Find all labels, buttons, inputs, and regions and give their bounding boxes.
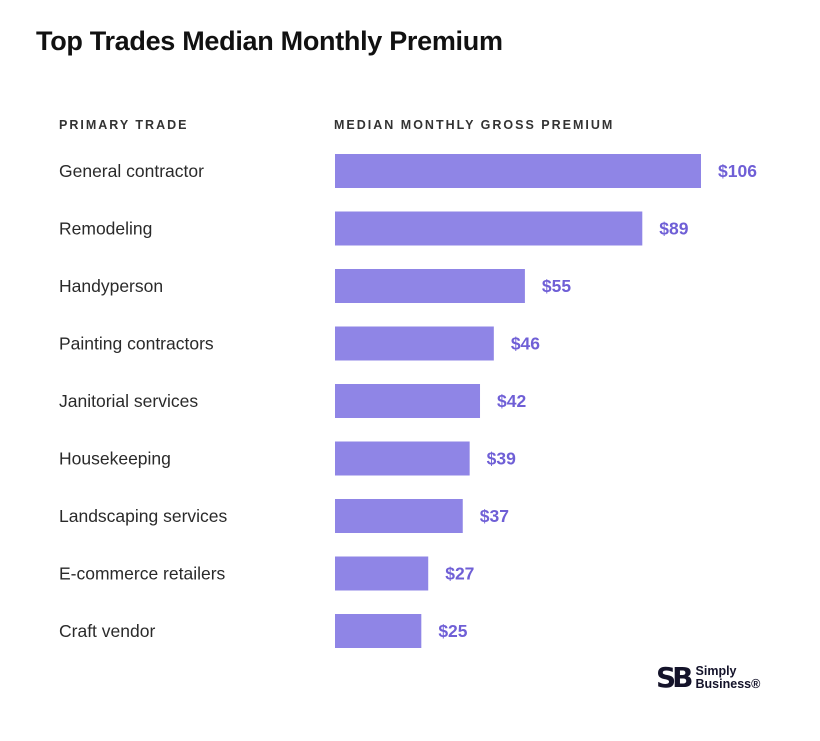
logo-wordmark: Simply Business® xyxy=(696,665,761,691)
bar-e-commerce-retailers xyxy=(335,556,429,591)
value-label-remodeling: $89 xyxy=(659,219,688,239)
trade-label-janitorial-services: Janitorial services xyxy=(59,391,198,411)
trade-label-e-commerce-retailers: E-commerce retailers xyxy=(59,564,226,584)
bar-painting-contractors xyxy=(335,326,494,361)
bar-craft-vendor xyxy=(335,614,422,648)
logo-line2: Business® xyxy=(695,677,761,691)
trade-label-painting-contractors: Painting contractors xyxy=(59,334,214,354)
value-label-handyperson: $55 xyxy=(542,276,571,296)
bar-general-contractor xyxy=(335,154,701,188)
bar-handyperson xyxy=(335,269,525,303)
trade-label-landscaping-services: Landscaping services xyxy=(59,506,228,526)
bar-housekeeping xyxy=(335,441,470,476)
trade-label-remodeling: Remodeling xyxy=(59,219,152,239)
bar-remodeling xyxy=(335,211,643,246)
value-label-painting-contractors: $46 xyxy=(511,334,540,354)
value-label-e-commerce-retailers: $27 xyxy=(445,564,474,584)
value-label-craft-vendor: $25 xyxy=(438,621,467,641)
trade-label-general-contractor: General contractor xyxy=(59,161,204,181)
logo-mark: SB xyxy=(656,661,693,694)
simply-business-logo: SB Simply Business® xyxy=(656,664,760,692)
value-label-general-contractor: $106 xyxy=(718,161,757,181)
value-label-janitorial-services: $42 xyxy=(497,391,526,411)
value-label-landscaping-services: $37 xyxy=(480,506,509,526)
premium-column-header: MEDIAN MONTHLY GROSS PREMIUM xyxy=(334,118,615,132)
bar-janitorial-services xyxy=(335,384,481,418)
trade-label-handyperson: Handyperson xyxy=(59,276,163,296)
trade-label-housekeeping: Housekeeping xyxy=(59,449,171,469)
bar-landscaping-services xyxy=(335,499,463,533)
logo-line1: Simply xyxy=(695,664,737,678)
trade-column-header: PRIMARY TRADE xyxy=(59,118,189,132)
chart-title: Top Trades Median Monthly Premium xyxy=(36,26,503,56)
value-label-housekeeping: $39 xyxy=(487,449,516,469)
trade-label-craft-vendor: Craft vendor xyxy=(59,621,155,641)
